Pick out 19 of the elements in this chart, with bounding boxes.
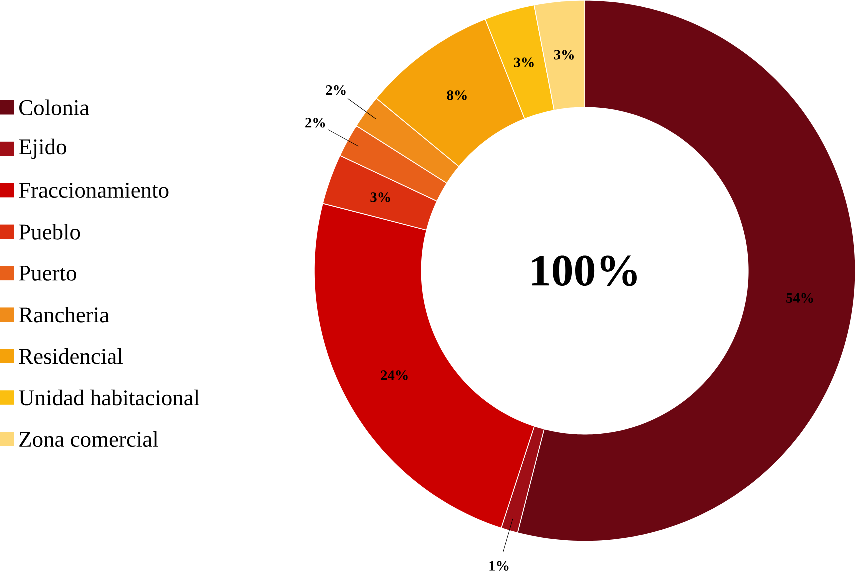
legend-label: Puerto [19,266,76,281]
data-label: 3% [370,192,390,202]
data-label: 24% [381,370,408,380]
text: 100% [532,256,637,286]
legend-label: Residencial [19,348,123,364]
legend-label: Pueblo [19,224,80,240]
data-label: 2% [326,85,346,96]
legend-label: Colonia [20,100,90,116]
data-label: 3% [514,58,534,68]
legend-label: Zona comercial [20,431,158,447]
legend-label: Unidad habitacional [19,390,200,406]
data-label: 2% [306,118,326,128]
data-label: 1% [490,561,509,571]
legend-label: Rancheria [19,306,110,323]
data-label: 54% [786,293,814,303]
legend-label: Ejido [19,138,66,160]
data-label: 8% [447,90,467,100]
data-label: 3% [554,50,574,60]
legend-label: Fraccionamiento [19,182,169,198]
